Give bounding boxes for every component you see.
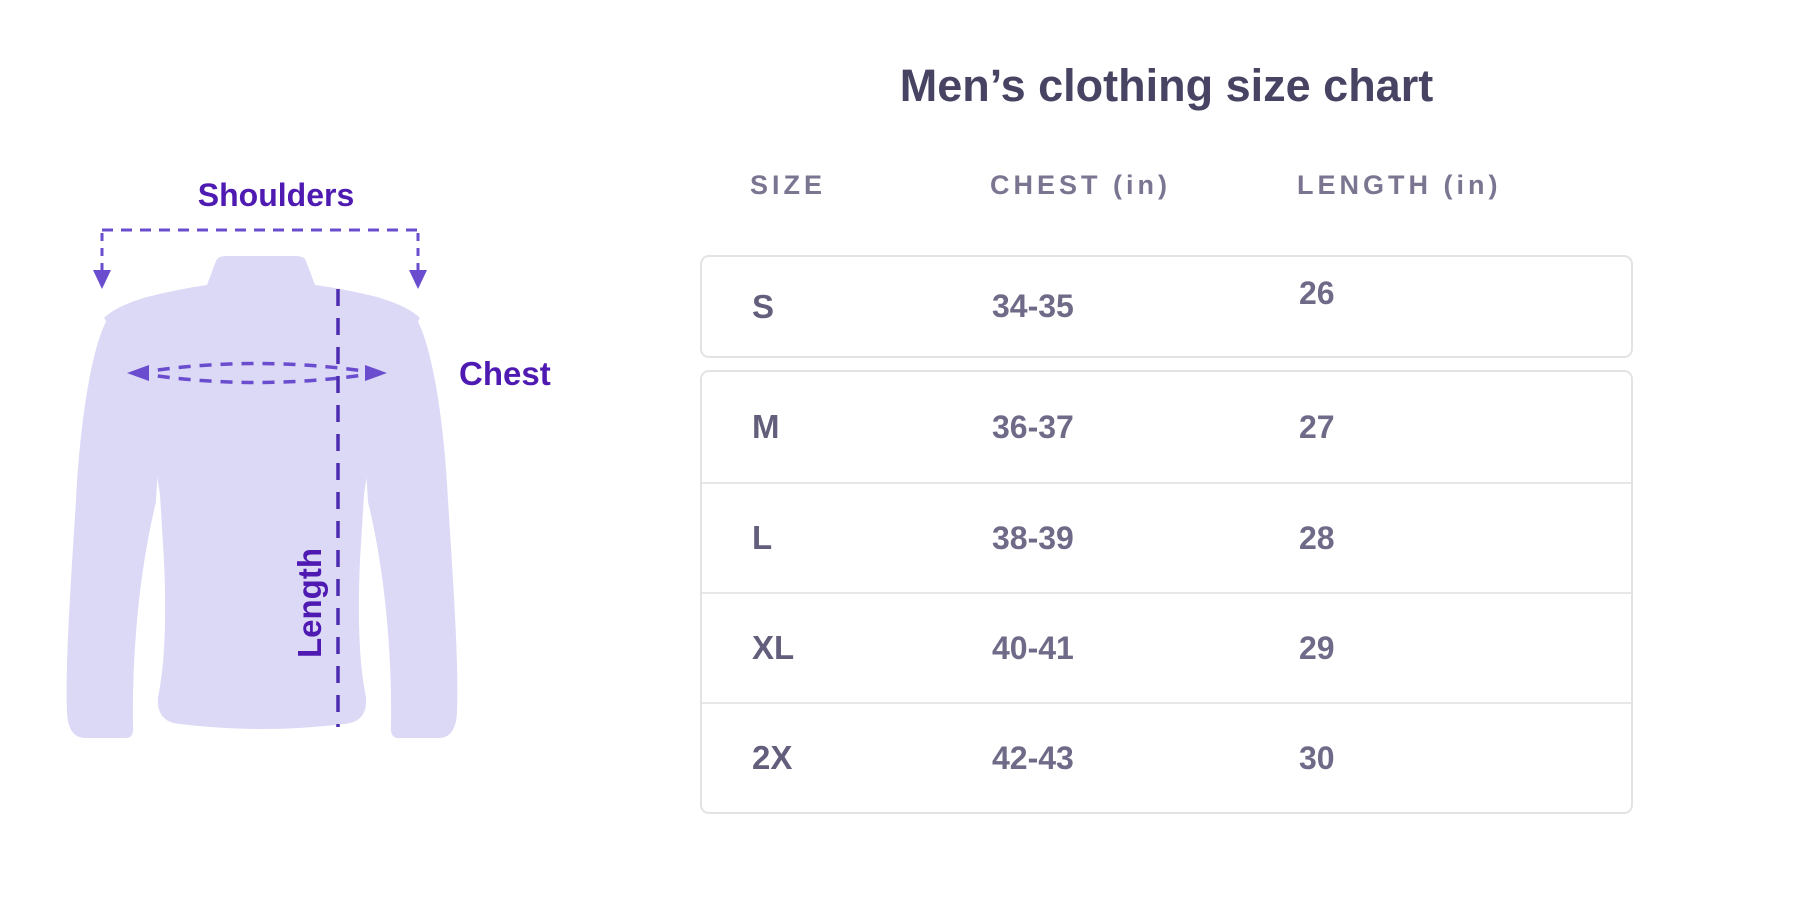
length-cell: 26 <box>1299 275 1335 311</box>
chest-cell: 38-39 <box>992 519 1074 556</box>
length-cell: 28 <box>1299 519 1335 556</box>
chest-measure-ellipse <box>136 361 378 385</box>
page-title: Men’s clothing size chart <box>899 60 1434 111</box>
shirt-left-sleeve <box>66 318 169 738</box>
size-cell: M <box>752 408 780 445</box>
table-row: L 38-39 28 <box>702 482 1631 592</box>
table-header-row: SIZE CHEST (in) LENGTH (in) <box>700 170 1633 201</box>
chest-arrow-right-icon <box>365 365 387 381</box>
chest-cell: 40-41 <box>992 629 1074 666</box>
length-label: Length <box>291 548 328 658</box>
column-header-chest: CHEST (in) <box>990 170 1171 200</box>
table-row: XL 40-41 29 <box>702 592 1631 702</box>
shoulders-arrow-left-icon <box>93 270 111 289</box>
length-cell: 30 <box>1299 739 1335 776</box>
size-cell: L <box>752 519 773 556</box>
table-card-first: S 34-35 26 <box>700 255 1633 358</box>
shirt-right-sleeve <box>355 318 458 738</box>
size-chart-panel: Men’s clothing size chart SIZE CHEST (in… <box>700 0 1633 904</box>
shoulders-arrow-right-icon <box>409 270 427 289</box>
column-header-length: LENGTH (in) <box>1297 170 1502 200</box>
chest-cell: 34-35 <box>992 288 1074 324</box>
shoulders-label: Shoulders <box>197 177 355 213</box>
shirt-illustration <box>66 228 458 738</box>
shirt-body <box>104 256 420 729</box>
shoulders-measure-bracket <box>100 228 420 270</box>
size-cell: S <box>752 287 775 325</box>
chest-cell: 36-37 <box>992 408 1074 445</box>
chest-label: Chest <box>459 355 551 392</box>
chest-cell: 42-43 <box>992 739 1074 776</box>
length-cell: 27 <box>1299 408 1335 445</box>
length-cell: 29 <box>1299 629 1335 666</box>
chest-arrow-left-icon <box>127 365 149 381</box>
table-card-rest: M 36-37 27 L 38-39 28 XL 40-41 29 2X 42-… <box>700 370 1633 814</box>
table-row: M 36-37 27 <box>702 372 1631 482</box>
column-header-size: SIZE <box>750 170 827 200</box>
size-cell: XL <box>752 629 795 666</box>
table-row: S 34-35 26 <box>702 257 1631 356</box>
table-row: 2X 42-43 30 <box>702 702 1631 812</box>
size-cell: 2X <box>752 739 793 776</box>
